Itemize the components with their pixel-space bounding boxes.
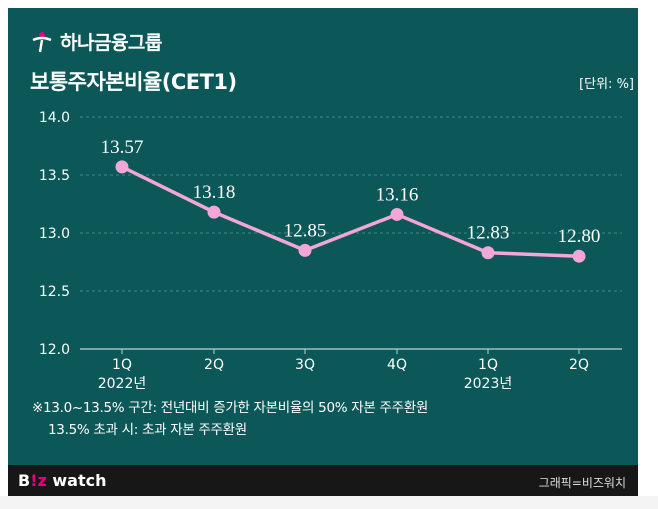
unit-label: [단위: %] (579, 77, 634, 92)
footer-bar: B!z watch 그래픽=비즈워치 (8, 465, 638, 496)
y-tick-label: 13.5 (39, 168, 70, 184)
data-point (572, 249, 586, 263)
data-label: 12.83 (467, 223, 510, 244)
data-point (298, 243, 312, 257)
bizwatch-logo: B!z watch (18, 471, 107, 490)
data-point (481, 246, 495, 260)
y-tick-label: 13.0 (39, 226, 70, 242)
y-tick-label: 12.0 (39, 342, 70, 358)
y-tick-label: 12.5 (39, 284, 70, 300)
data-point (390, 207, 404, 221)
data-label: 12.80 (558, 226, 601, 247)
hana-logo-icon (32, 31, 52, 52)
x-tick-label: 1Q (478, 357, 498, 373)
chart-panel (8, 8, 638, 496)
data-label: 13.18 (193, 182, 236, 203)
logo: 하나금융그룹 (30, 28, 162, 55)
x-tick-label: 4Q (387, 357, 407, 373)
x-tick-label: 2Q (204, 357, 224, 373)
x-tick-label: 2Q (569, 357, 589, 373)
data-label: 13.16 (376, 184, 419, 205)
x-tick-label: 3Q (295, 357, 315, 373)
chart-title: 보통주자본비율(CET1) (30, 70, 237, 94)
logo-text: 하나금융그룹 (60, 32, 162, 54)
footnote-line-1: ※13.0~13.5% 구간: 전년대비 증가한 자본비율의 50% 자본 주주… (32, 400, 428, 416)
footnote-line-2: 13.5% 초과 시: 초과 자본 주주환원 (48, 422, 247, 438)
graphic-credit: 그래픽=비즈워치 (538, 476, 626, 490)
data-point (115, 160, 129, 174)
data-point (207, 205, 221, 219)
data-label: 13.57 (101, 137, 144, 158)
y-tick-label: 14.0 (39, 110, 70, 126)
series-line (121, 165, 580, 258)
year-label: 2023년 (464, 376, 513, 392)
x-tick-label: 1Q (112, 357, 132, 373)
data-label: 12.85 (284, 220, 327, 241)
year-label: 2022년 (98, 376, 147, 392)
bottom-margin (0, 496, 658, 509)
